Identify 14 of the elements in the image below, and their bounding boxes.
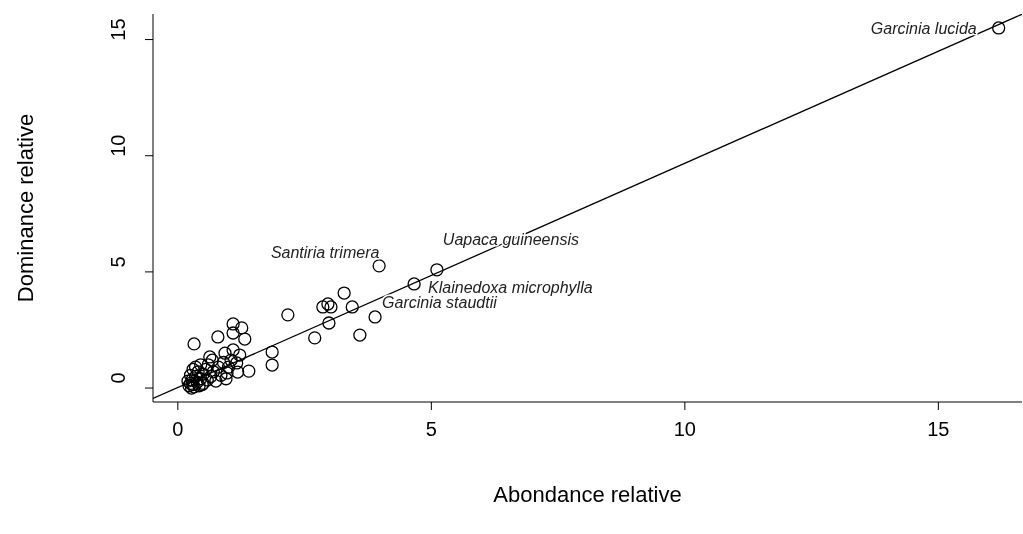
x-tick-label: 0	[172, 418, 184, 441]
y-tick-label: 0	[107, 372, 129, 384]
annotation: Garcinia staudtii	[382, 293, 498, 311]
x-tick-label: 5	[425, 418, 437, 441]
annotation: Garcinia lucida	[870, 19, 977, 37]
x-tick-label: 15	[927, 418, 950, 441]
y-tick-label: 10	[107, 134, 129, 157]
annotation: Klainedoxa microphylla	[428, 278, 593, 296]
x-tick-label: 10	[673, 418, 696, 441]
y-tick-label: 15	[107, 18, 129, 41]
y-axis-title: Dominance relative	[12, 113, 38, 303]
y-tick-label: 5	[107, 256, 129, 268]
annotation: Santiria trimera	[270, 243, 380, 261]
x-axis-title: Abondance relative	[493, 482, 682, 507]
